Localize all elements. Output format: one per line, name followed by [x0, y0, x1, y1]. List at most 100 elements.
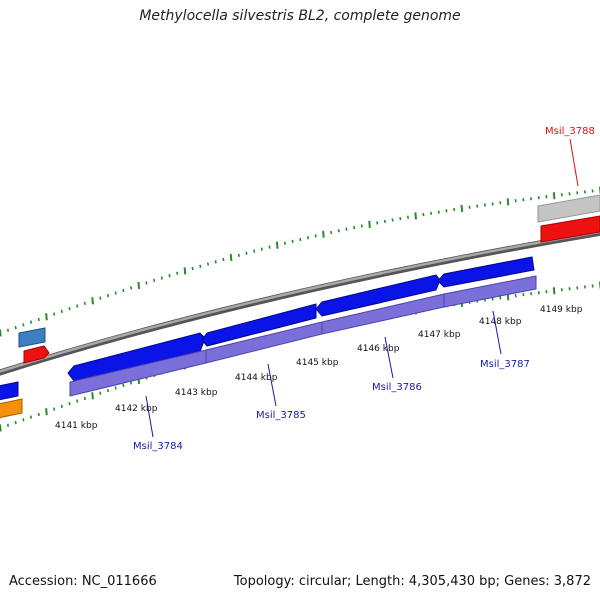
- minor-tick: [537, 291, 540, 295]
- minor-tick: [529, 197, 533, 201]
- minor-tick: [391, 218, 394, 222]
- minor-tick: [529, 292, 533, 296]
- minor-tick: [83, 301, 86, 306]
- minor-tick: [329, 230, 333, 235]
- minor-tick: [545, 195, 548, 199]
- minor-tick: [283, 241, 286, 245]
- minor-tick: [499, 296, 502, 300]
- minor-tick: [129, 286, 133, 290]
- minor-tick: [253, 249, 256, 253]
- minor-tick: [37, 317, 40, 322]
- gene-feature-blue-left[interactable]: [0, 381, 19, 401]
- major-tick: [45, 408, 48, 416]
- minor-tick: [345, 227, 348, 231]
- scale-label: 4141 kbp: [55, 421, 98, 431]
- minor-tick: [491, 202, 494, 206]
- gene-label-msil-3786[interactable]: Msil_3786: [372, 382, 422, 393]
- major-tick: [137, 281, 141, 289]
- minor-tick: [60, 404, 63, 409]
- gene-labels: Msil_3784 Msil_3785 Msil_3786 Msil_3787 …: [133, 126, 595, 452]
- gene-feature-steelblue[interactable]: [18, 327, 46, 348]
- minor-tick: [314, 234, 317, 238]
- minor-tick: [568, 192, 571, 196]
- major-tick: [183, 267, 187, 275]
- minor-tick: [6, 423, 10, 427]
- major-tick: [91, 297, 94, 305]
- minor-tick: [129, 381, 133, 385]
- map-title: Methylocella silvestris BL2, complete ge…: [139, 8, 461, 24]
- gene-feature-grey[interactable]: [537, 194, 600, 223]
- minor-tick: [591, 189, 594, 193]
- scale-label: 4144 kbp: [235, 373, 278, 383]
- minor-tick: [576, 286, 579, 290]
- leader-line: [384, 336, 394, 379]
- minor-tick: [437, 210, 440, 214]
- reverse-cds-track: [69, 275, 537, 397]
- minor-tick: [568, 287, 571, 291]
- minor-tick: [545, 290, 548, 294]
- major-tick: [368, 220, 371, 229]
- minor-tick: [376, 221, 379, 225]
- scale-label: 4143 kbp: [175, 388, 218, 398]
- minor-tick: [76, 399, 79, 403]
- gene-label-msil-3787[interactable]: Msil_3787: [480, 359, 530, 370]
- minor-tick: [514, 294, 517, 298]
- minor-tick: [583, 190, 586, 194]
- leader-line: [145, 395, 154, 438]
- minor-tick: [83, 396, 86, 401]
- genome-backbone: [0, 229, 600, 376]
- minor-tick: [114, 291, 117, 295]
- minor-tick: [122, 288, 125, 293]
- minor-tick: [260, 247, 263, 251]
- scale-label: 4148 kbp: [479, 317, 522, 327]
- minor-tick: [337, 229, 340, 233]
- gene-label-msil-3788[interactable]: Msil_3788: [545, 126, 595, 137]
- scale-label: 4147 kbp: [418, 330, 461, 340]
- genome-summary-text: Topology: circular; Length: 4,305,430 bp…: [233, 574, 591, 589]
- minor-tick: [422, 212, 425, 217]
- scale-label: 4146 kbp: [357, 344, 400, 354]
- major-tick: [91, 392, 94, 400]
- minor-tick: [29, 415, 33, 419]
- minor-tick: [306, 236, 310, 240]
- minor-tick: [6, 328, 10, 332]
- minor-tick: [476, 204, 479, 208]
- gene-feature-cds-3[interactable]: [315, 274, 441, 317]
- gene-feature-orange-left[interactable]: [0, 398, 23, 419]
- major-tick: [414, 212, 417, 220]
- minor-tick: [206, 262, 210, 266]
- gene-feature-red-left[interactable]: [23, 345, 50, 364]
- gene-feature-red-top[interactable]: [540, 215, 600, 243]
- minor-tick: [160, 276, 163, 280]
- minor-tick: [68, 307, 71, 311]
- major-tick: [45, 313, 48, 321]
- gene-label-msil-3784[interactable]: Msil_3784: [133, 441, 183, 452]
- minor-tick: [76, 304, 79, 308]
- minor-tick: [191, 266, 194, 271]
- minor-tick: [14, 420, 17, 425]
- major-tick: [552, 287, 556, 295]
- minor-tick: [522, 293, 525, 297]
- minor-tick: [68, 402, 71, 406]
- major-tick: [0, 424, 2, 432]
- gene-feature-rev-4[interactable]: [443, 275, 537, 308]
- lower-tick-track: [0, 281, 600, 432]
- minor-tick: [106, 388, 110, 393]
- gene-label-msil-3785[interactable]: Msil_3785: [256, 410, 306, 421]
- major-tick: [322, 230, 325, 238]
- minor-tick: [514, 199, 517, 203]
- minor-tick: [483, 203, 486, 207]
- minor-tick: [199, 264, 202, 268]
- minor-tick: [214, 260, 217, 264]
- minor-tick: [14, 325, 17, 330]
- gene-feature-cds-4[interactable]: [437, 256, 535, 288]
- minor-tick: [399, 216, 402, 221]
- minor-tick: [60, 309, 63, 314]
- scale-label: 4142 kbp: [115, 404, 158, 414]
- minor-tick: [522, 198, 525, 202]
- major-tick: [229, 253, 233, 262]
- minor-tick: [176, 271, 179, 275]
- gene-feature-cds-2[interactable]: [201, 303, 317, 347]
- minor-tick: [53, 407, 56, 411]
